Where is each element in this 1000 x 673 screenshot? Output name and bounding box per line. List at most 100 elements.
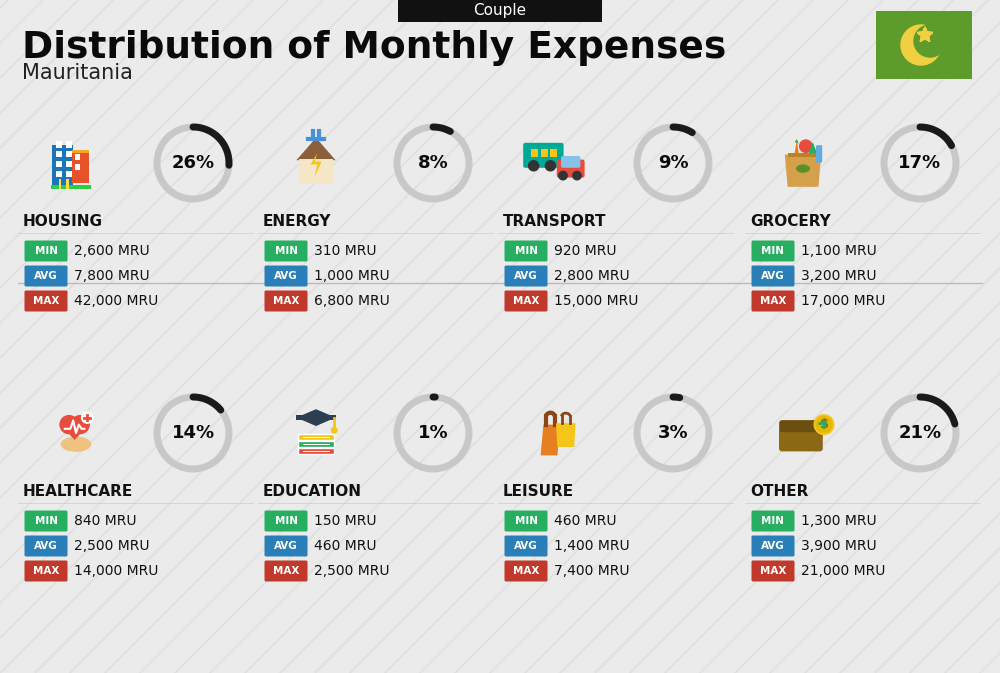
Text: AVG: AVG — [34, 271, 58, 281]
Circle shape — [800, 140, 812, 152]
Polygon shape — [795, 139, 799, 143]
Text: MIN: MIN — [514, 246, 538, 256]
Text: 460 MRU: 460 MRU — [554, 514, 616, 528]
FancyBboxPatch shape — [505, 561, 548, 581]
Polygon shape — [917, 27, 933, 42]
Circle shape — [914, 25, 946, 57]
Text: 1,000 MRU: 1,000 MRU — [314, 269, 390, 283]
FancyBboxPatch shape — [24, 561, 68, 581]
Text: AVG: AVG — [761, 541, 785, 551]
Circle shape — [814, 415, 834, 434]
Circle shape — [816, 417, 832, 433]
Text: 17%: 17% — [898, 154, 942, 172]
Text: MAX: MAX — [33, 296, 59, 306]
FancyBboxPatch shape — [505, 240, 548, 262]
Text: 310 MRU: 310 MRU — [314, 244, 376, 258]
Circle shape — [331, 427, 337, 433]
Polygon shape — [61, 425, 89, 440]
Text: 21%: 21% — [898, 424, 942, 442]
Text: Couple: Couple — [473, 3, 527, 18]
Text: 42,000 MRU: 42,000 MRU — [74, 294, 158, 308]
FancyBboxPatch shape — [56, 141, 62, 147]
FancyBboxPatch shape — [752, 561, 794, 581]
FancyBboxPatch shape — [557, 160, 585, 178]
FancyBboxPatch shape — [51, 185, 91, 188]
FancyBboxPatch shape — [752, 266, 794, 287]
FancyBboxPatch shape — [264, 266, 308, 287]
FancyBboxPatch shape — [56, 171, 62, 177]
Text: 3%: 3% — [658, 424, 688, 442]
Text: OTHER: OTHER — [750, 483, 808, 499]
Text: GROCERY: GROCERY — [750, 213, 831, 229]
FancyBboxPatch shape — [299, 159, 333, 184]
FancyBboxPatch shape — [752, 240, 794, 262]
Text: HEALTHCARE: HEALTHCARE — [23, 483, 133, 499]
Text: AVG: AVG — [274, 271, 298, 281]
Text: $: $ — [820, 418, 828, 431]
Text: MIN: MIN — [762, 246, 784, 256]
FancyBboxPatch shape — [59, 179, 61, 188]
Text: ENERGY: ENERGY — [263, 213, 332, 229]
Text: 460 MRU: 460 MRU — [314, 539, 376, 553]
Text: AVG: AVG — [274, 541, 298, 551]
Text: MAX: MAX — [273, 296, 299, 306]
FancyBboxPatch shape — [541, 149, 548, 157]
Text: 2,500 MRU: 2,500 MRU — [314, 564, 390, 578]
Text: MIN: MIN — [34, 246, 58, 256]
Polygon shape — [925, 27, 933, 32]
FancyBboxPatch shape — [816, 145, 822, 163]
FancyBboxPatch shape — [779, 420, 823, 452]
Text: 6,800 MRU: 6,800 MRU — [314, 294, 390, 308]
Text: 14%: 14% — [171, 424, 215, 442]
Polygon shape — [296, 415, 336, 421]
Circle shape — [559, 172, 567, 180]
FancyBboxPatch shape — [24, 291, 68, 312]
Text: MIN: MIN — [762, 516, 784, 526]
Polygon shape — [296, 409, 336, 426]
Polygon shape — [809, 142, 817, 153]
Text: MAX: MAX — [33, 566, 59, 576]
Text: EDUCATION: EDUCATION — [263, 483, 362, 499]
FancyBboxPatch shape — [523, 143, 564, 168]
Text: MIN: MIN — [34, 516, 58, 526]
Circle shape — [60, 416, 78, 433]
FancyBboxPatch shape — [264, 291, 308, 312]
Circle shape — [901, 25, 941, 65]
FancyBboxPatch shape — [561, 156, 580, 168]
Text: AVG: AVG — [761, 271, 785, 281]
Text: 840 MRU: 840 MRU — [74, 514, 136, 528]
Text: 1%: 1% — [418, 424, 448, 442]
Text: 9%: 9% — [658, 154, 688, 172]
FancyBboxPatch shape — [24, 536, 68, 557]
FancyBboxPatch shape — [752, 511, 794, 532]
Text: 7,800 MRU: 7,800 MRU — [74, 269, 150, 283]
FancyBboxPatch shape — [24, 511, 68, 532]
Text: 26%: 26% — [171, 154, 215, 172]
Text: AVG: AVG — [514, 541, 538, 551]
Polygon shape — [920, 38, 930, 42]
Polygon shape — [541, 425, 560, 456]
Text: HOUSING: HOUSING — [23, 213, 103, 229]
FancyBboxPatch shape — [66, 179, 69, 188]
Polygon shape — [310, 153, 322, 177]
FancyBboxPatch shape — [298, 448, 334, 454]
Text: 150 MRU: 150 MRU — [314, 514, 376, 528]
Text: 920 MRU: 920 MRU — [554, 244, 616, 258]
Text: 8%: 8% — [418, 154, 448, 172]
FancyBboxPatch shape — [66, 161, 72, 167]
Text: 1,100 MRU: 1,100 MRU — [801, 244, 877, 258]
Text: MIN: MIN — [274, 516, 298, 526]
Text: MIN: MIN — [514, 516, 538, 526]
FancyBboxPatch shape — [505, 291, 548, 312]
FancyBboxPatch shape — [505, 536, 548, 557]
Text: Distribution of Monthly Expenses: Distribution of Monthly Expenses — [22, 30, 726, 66]
Text: 14,000 MRU: 14,000 MRU — [74, 564, 158, 578]
Polygon shape — [795, 139, 799, 153]
FancyBboxPatch shape — [264, 240, 308, 262]
FancyBboxPatch shape — [66, 151, 72, 157]
Text: MAX: MAX — [513, 296, 539, 306]
FancyBboxPatch shape — [264, 561, 308, 581]
Text: LEISURE: LEISURE — [503, 483, 574, 499]
Polygon shape — [296, 138, 336, 160]
FancyBboxPatch shape — [298, 434, 334, 440]
